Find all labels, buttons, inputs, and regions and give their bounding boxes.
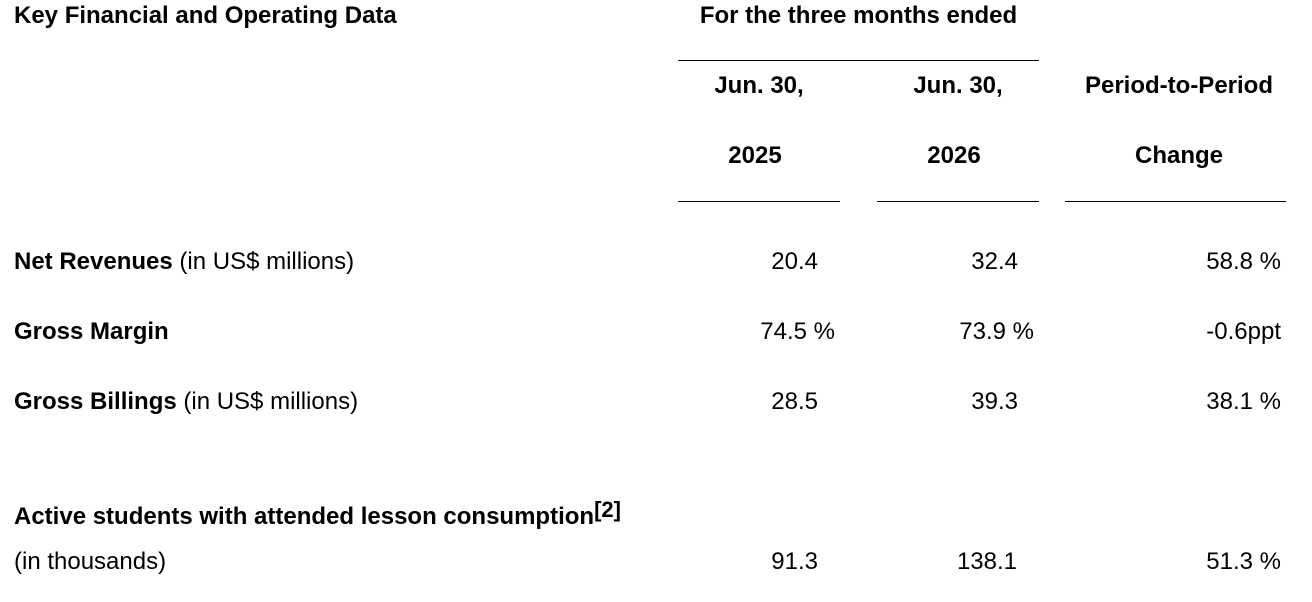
cell-gross-margin-2025: 74.5 %: [760, 318, 835, 345]
cell-active-students-change: 51.3 %: [1206, 548, 1281, 575]
cell-gross-margin-change: -0.6ppt: [1206, 318, 1281, 345]
col-2026-header-line2: 2026: [927, 142, 981, 169]
table-title: Key Financial and Operating Data: [14, 2, 397, 29]
cell-active-students-2026: 138.1: [956, 548, 1017, 575]
cell-gross-billings-change: 38.1 %: [1206, 388, 1281, 415]
row-note-in-thousands: (in thousands): [14, 548, 167, 575]
row-label: Net Revenues: [14, 248, 173, 275]
period-header: For the three months ended: [699, 2, 1018, 29]
row-label: Gross Margin: [14, 318, 169, 345]
col-change-header-line1: Period-to-Period: [1084, 72, 1273, 99]
footnote-marker: [2]: [594, 497, 621, 522]
cell-gross-billings-2025: 28.5: [771, 388, 818, 415]
cell-gross-margin-2026: 73.9 %: [959, 318, 1034, 345]
cell-net-revenues-change: 58.8 %: [1206, 248, 1281, 275]
period-header-rule: [678, 60, 1039, 61]
row-note: (in US$ millions): [179, 248, 355, 275]
col-change-header-line2: Change: [1134, 142, 1223, 169]
table-row-active-students-label: Active students with attended lesson con…: [14, 499, 621, 531]
col-2025-rule: [678, 201, 840, 202]
row-label: Gross Billings: [14, 388, 177, 415]
col-change-rule: [1065, 201, 1286, 202]
table-row-gross-billings-label: Gross Billings (in US$ millions): [14, 388, 358, 416]
table-row-gross-margin-label: Gross Margin: [14, 318, 169, 346]
col-2026-header-line1: Jun. 30,: [913, 72, 1003, 99]
col-2026-rule: [877, 201, 1039, 202]
row-label: Active students with attended lesson con…: [14, 503, 595, 530]
table-row-net-revenues-label: Net Revenues (in US$ millions): [14, 248, 354, 276]
row-note: (in US$ millions): [183, 388, 359, 415]
cell-active-students-2025: 91.3: [771, 548, 818, 575]
col-2025-header-line2: 2025: [728, 142, 782, 169]
cell-net-revenues-2026: 32.4: [971, 248, 1018, 275]
cell-net-revenues-2025: 20.4: [771, 248, 818, 275]
col-2025-header-line1: Jun. 30,: [714, 72, 804, 99]
cell-gross-billings-2026: 39.3: [971, 388, 1018, 415]
